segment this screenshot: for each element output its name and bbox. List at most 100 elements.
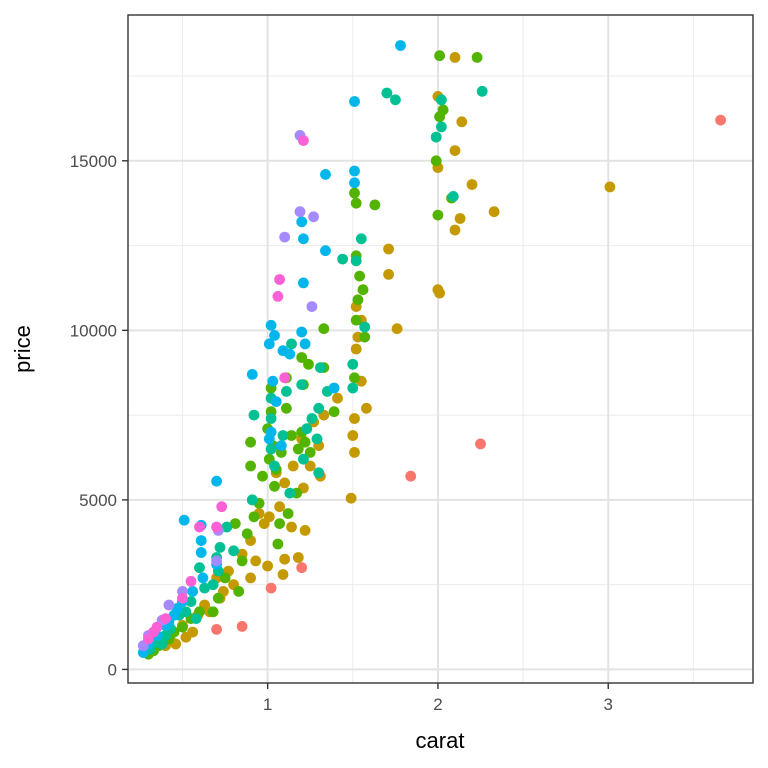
x-axis: 1 2 3 [263,683,613,714]
data-point [430,131,442,143]
data-point [207,606,219,618]
data-point [332,392,343,404]
data-point [274,501,285,513]
y-tick-label: 15000 [70,152,117,171]
data-point [306,301,318,312]
data-point [405,470,417,482]
data-point [257,470,268,482]
data-point [349,165,360,177]
data-point [604,181,616,193]
data-point [434,111,445,123]
data-point [298,233,309,245]
data-point [265,413,277,424]
data-point [277,569,289,580]
data-point [287,460,299,472]
data-point [357,284,369,296]
data-point [296,352,308,363]
x-tick-label: 2 [433,695,442,714]
data-point [381,87,393,99]
data-point [350,197,362,209]
data-point [350,255,362,267]
data-point [434,287,445,299]
data-point [349,187,360,199]
data-point [328,382,340,394]
data-point [395,40,406,51]
data-point [347,358,359,370]
data-point [246,494,258,506]
data-point [299,338,311,350]
data-point [160,630,171,641]
data-point [216,501,228,513]
data-point [262,560,273,572]
data-point [320,169,331,180]
data-point [296,326,308,338]
data-point [292,443,304,455]
data-point [488,206,500,218]
data-point [284,487,296,499]
data-point [350,343,362,355]
data-point [349,177,360,189]
data-point [269,460,280,472]
data-point [214,542,226,553]
data-point [311,433,323,445]
data-point [275,440,287,451]
data-point [187,626,199,638]
data-point [177,592,188,604]
x-tick-label: 1 [263,695,272,714]
data-point [219,572,231,584]
data-point [248,409,260,421]
data-point [476,85,488,97]
x-axis-title: carat [416,728,465,753]
data-point [369,199,381,211]
data-point [277,430,289,441]
data-point [190,613,202,624]
data-point [320,245,331,257]
data-point [211,624,223,635]
data-point [270,396,282,407]
data-point [286,521,297,533]
data-point [250,555,262,567]
data-point [178,514,190,526]
data-point [281,386,292,397]
data-point [160,613,171,624]
data-point [447,191,459,202]
data-point [298,135,309,146]
data-point [143,633,154,645]
data-point [194,521,205,533]
data-point [286,430,297,441]
data-point [345,492,357,504]
data-point [359,321,371,333]
x-tick-label: 3 [604,695,613,714]
data-point [299,525,311,536]
data-point [207,579,219,591]
data-point [279,553,291,565]
data-point [163,599,175,611]
data-point [269,480,280,492]
data-point [279,372,291,384]
y-axis-title: price [10,325,35,373]
data-point [229,518,241,529]
data-point [245,460,256,472]
data-point [284,348,296,360]
data-point [390,94,401,106]
data-point [274,518,285,529]
data-point [304,460,316,472]
data-point [328,406,340,418]
data-point [211,521,223,533]
data-point [475,438,486,450]
data-point [246,369,258,380]
data-point [298,277,309,289]
data-point [349,447,360,458]
data-point [361,402,372,414]
data-point [258,518,270,529]
data-point [177,621,188,633]
data-point [185,575,197,587]
data-point [221,521,233,533]
data-point [434,50,445,62]
data-point [265,443,277,455]
data-point [355,233,367,245]
data-point [272,291,284,302]
data-point [282,508,294,519]
data-point [269,330,280,341]
data-point [337,253,348,265]
